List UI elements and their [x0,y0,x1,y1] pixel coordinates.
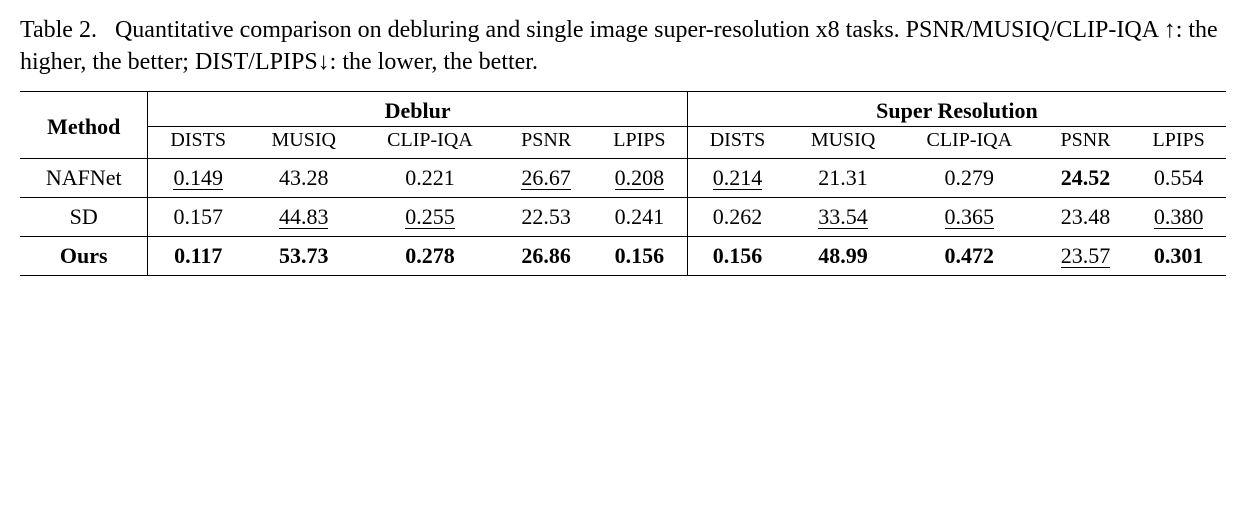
caption-text-c: : the lower, the better. [330,49,538,75]
value-cell: 0.554 [1131,158,1226,197]
down-arrow-icon: ↓ [318,49,330,75]
metric-psnr-sr: PSNR [1040,126,1132,158]
value-cell: 0.214 [687,158,787,197]
value-cell: 0.241 [592,197,687,236]
value-cell: 0.157 [148,197,248,236]
table-body: NAFNet0.14943.280.22126.670.2080.21421.3… [20,158,1226,275]
value-cell: 0.117 [148,236,248,275]
value-cell: 44.83 [248,197,360,236]
metric-psnr-deblur: PSNR [500,126,592,158]
value-cell: 24.52 [1040,158,1132,197]
table-row: SD0.15744.830.25522.530.2410.26233.540.3… [20,197,1226,236]
value-cell: 0.208 [592,158,687,197]
value-cell: 23.57 [1040,236,1132,275]
value-cell: 0.156 [687,236,787,275]
value-cell: 0.380 [1131,197,1226,236]
metric-musiq-deblur: MUSIQ [248,126,360,158]
value-cell: 0.279 [899,158,1040,197]
value-cell: 43.28 [248,158,360,197]
up-arrow-icon: ↑ [1164,17,1176,43]
table-row: NAFNet0.14943.280.22126.670.2080.21421.3… [20,158,1226,197]
value-cell: 0.221 [360,158,501,197]
group-header-sr: Super Resolution [687,91,1226,126]
value-cell: 48.99 [787,236,899,275]
group-header-deblur: Deblur [148,91,687,126]
value-cell: 0.365 [899,197,1040,236]
value-cell: 0.149 [148,158,248,197]
value-cell: 22.53 [500,197,592,236]
table-row: Ours0.11753.730.27826.860.1560.15648.990… [20,236,1226,275]
value-cell: 0.262 [687,197,787,236]
value-cell: 0.301 [1131,236,1226,275]
value-cell: 21.31 [787,158,899,197]
metric-lpips-deblur: LPIPS [592,126,687,158]
metric-header-row: DISTS MUSIQ CLIP-IQA PSNR LPIPS DISTS MU… [20,126,1226,158]
metric-dists-sr: DISTS [687,126,787,158]
metric-musiq-sr: MUSIQ [787,126,899,158]
value-cell: 0.156 [592,236,687,275]
metric-lpips-sr: LPIPS [1131,126,1226,158]
value-cell: 33.54 [787,197,899,236]
metric-clipiqa-deblur: CLIP-IQA [360,126,501,158]
method-header: Method [20,91,148,158]
value-cell: 0.472 [899,236,1040,275]
table-caption: Table 2. Quantitative comparison on debl… [20,14,1226,79]
value-cell: 23.48 [1040,197,1132,236]
caption-label: Table 2. [20,17,97,43]
value-cell: 0.255 [360,197,501,236]
value-cell: 26.67 [500,158,592,197]
value-cell: 26.86 [500,236,592,275]
method-cell: SD [20,197,148,236]
method-cell: NAFNet [20,158,148,197]
caption-text-a: Quantitative comparison on debluring and… [115,17,1164,43]
value-cell: 53.73 [248,236,360,275]
metric-clipiqa-sr: CLIP-IQA [899,126,1040,158]
method-cell: Ours [20,236,148,275]
metric-dists-deblur: DISTS [148,126,248,158]
value-cell: 0.278 [360,236,501,275]
comparison-table: Method Deblur Super Resolution DISTS MUS… [20,91,1226,276]
